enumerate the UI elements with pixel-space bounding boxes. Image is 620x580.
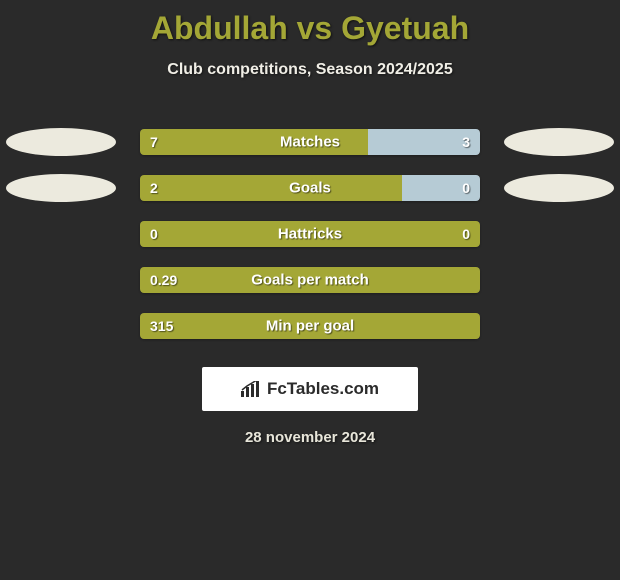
- date-text: 28 november 2024: [0, 429, 620, 446]
- stat-value-right: 0: [452, 180, 480, 196]
- stat-row: 0.29 Goals per match: [0, 257, 620, 303]
- stat-bar: 2 0 Goals: [140, 175, 480, 201]
- player1-name: Abdullah: [151, 10, 288, 46]
- stat-label: Min per goal: [266, 318, 354, 335]
- vs-text: vs: [297, 10, 333, 46]
- stat-value-right: 0: [452, 226, 480, 242]
- player2-name: Gyetuah: [341, 10, 469, 46]
- stat-value-left: 7: [140, 134, 168, 150]
- stat-row: 7 3 Matches: [0, 119, 620, 165]
- stat-row: 315 Min per goal: [0, 303, 620, 349]
- subtitle: Club competitions, Season 2024/2025: [0, 61, 620, 79]
- logo-text: FcTables.com: [267, 379, 379, 399]
- player2-marker: [504, 174, 614, 202]
- bar-chart-icon: [241, 381, 261, 397]
- stat-label: Goals per match: [251, 272, 369, 289]
- stat-value-left: 315: [140, 318, 183, 334]
- stat-row: 2 0 Goals: [0, 165, 620, 211]
- stat-value-left: 2: [140, 180, 168, 196]
- stat-value-left: 0.29: [140, 272, 187, 288]
- stat-row: 0 0 Hattricks: [0, 211, 620, 257]
- bar-left-segment: 2: [140, 175, 402, 201]
- player1-marker: [6, 128, 116, 156]
- stat-value-left: 0: [140, 226, 168, 242]
- player1-marker: [6, 174, 116, 202]
- stat-label: Matches: [280, 134, 340, 151]
- stat-bar: 315 Min per goal: [140, 313, 480, 339]
- stat-label: Goals: [289, 180, 331, 197]
- source-logo: FcTables.com: [202, 367, 418, 411]
- bar-right-segment: 3: [368, 129, 480, 155]
- bar-right-segment: 0: [402, 175, 480, 201]
- stats-chart: 7 3 Matches 2 0 Goals 0 0 Hattricks 0.29 Goals per…: [0, 119, 620, 349]
- stat-bar: 7 3 Matches: [140, 129, 480, 155]
- stat-value-right: 3: [452, 134, 480, 150]
- stat-bar: 0.29 Goals per match: [140, 267, 480, 293]
- page-title: Abdullah vs Gyetuah: [0, 0, 620, 47]
- comparison-infographic: Abdullah vs Gyetuah Club competitions, S…: [0, 0, 620, 580]
- stat-bar: 0 0 Hattricks: [140, 221, 480, 247]
- player2-marker: [504, 128, 614, 156]
- stat-label: Hattricks: [278, 226, 342, 243]
